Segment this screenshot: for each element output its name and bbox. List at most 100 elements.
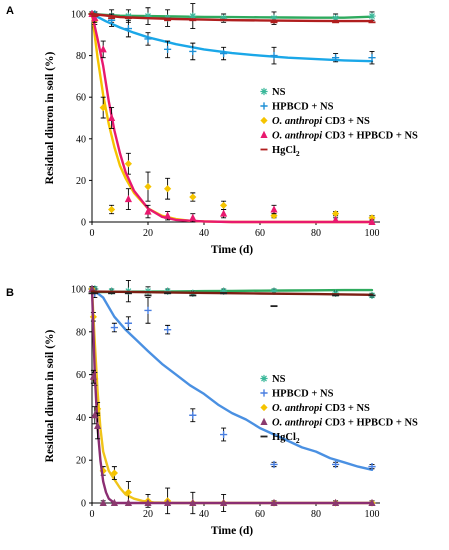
y-tick-label: 40 — [76, 134, 86, 145]
data-point — [124, 498, 132, 506]
series-1 — [88, 285, 376, 471]
data-point — [110, 498, 118, 506]
series-3 — [88, 284, 376, 506]
legend-label: O. anthropi CD3 + HPBCD + NS — [272, 418, 418, 429]
series-fit-line — [90, 12, 374, 63]
series-fit-line — [90, 287, 374, 471]
legend-marker — [260, 374, 268, 383]
series-1 — [88, 10, 376, 65]
x-tick-label: 0 — [90, 509, 95, 520]
legend-marker — [260, 116, 268, 125]
data-point — [220, 201, 228, 209]
series-0 — [88, 3, 376, 30]
data-point — [144, 183, 152, 191]
y-tick-label: 20 — [76, 176, 86, 187]
legend-label-subscript: 2 — [296, 149, 300, 158]
legend-label-rest: CD3 + NS — [325, 116, 370, 127]
legend-marker — [260, 130, 268, 138]
y-tick-label: 60 — [76, 370, 86, 381]
data-point — [110, 323, 118, 332]
y-axis-label: Residual diuron in soil (%) — [44, 51, 56, 184]
data-point — [164, 326, 172, 334]
data-point — [124, 194, 132, 203]
data-point — [332, 460, 340, 469]
panel-label: B — [6, 287, 14, 299]
series-fit-line — [90, 287, 374, 505]
legend-label: O. anthropi CD3 + NS — [272, 403, 370, 414]
data-point — [270, 52, 278, 60]
x-tick-label: 20 — [143, 228, 153, 239]
data-point — [270, 205, 278, 213]
legend-label-text: HgCl — [272, 145, 296, 156]
legend-label: HgCl2 — [272, 432, 300, 445]
legend-label: O. anthropi CD3 + HPBCD + NS — [272, 131, 418, 142]
y-tick-label: 100 — [71, 10, 86, 21]
legend-label-species: O. anthropi — [272, 418, 325, 429]
data-point — [124, 12, 132, 20]
data-point — [270, 460, 278, 469]
y-tick-label: 0 — [81, 218, 86, 229]
data-point — [94, 421, 102, 429]
data-point — [91, 13, 99, 22]
x-tick-label: 60 — [255, 228, 265, 239]
legend-label-subscript: 2 — [296, 436, 300, 445]
legend-label-rest: CD3 + HPBCD + NS — [325, 418, 418, 429]
legend-label-text: HgCl — [272, 432, 296, 443]
x-tick-label: 40 — [199, 509, 209, 520]
data-point — [270, 287, 278, 295]
data-point — [99, 104, 107, 112]
x-tick-label: 0 — [90, 228, 95, 239]
x-tick-label: 80 — [311, 509, 321, 520]
legend-label-species: O. anthropi — [272, 116, 325, 127]
x-tick-label: 80 — [311, 228, 321, 239]
data-point — [332, 14, 340, 22]
x-tick-label: 20 — [143, 509, 153, 520]
data-point — [124, 319, 132, 327]
legend-label: O. anthropi CD3 + NS — [272, 116, 370, 127]
data-point — [144, 498, 152, 506]
legend-marker — [260, 417, 268, 425]
data-point — [88, 284, 96, 292]
series-2 — [88, 285, 376, 515]
x-tick-label: 60 — [255, 509, 265, 520]
series-4 — [88, 12, 376, 24]
legend-marker — [260, 102, 268, 110]
data-point — [189, 213, 197, 221]
legend-label-rest: CD3 + NS — [325, 403, 370, 414]
legend-label: NS — [272, 87, 286, 98]
chart-panel-b: B 0 20 40 60 80 100 0 20 40 60 80 100 Time (d) Residua… — [6, 279, 418, 537]
legend-label-species: O. anthropi — [272, 131, 325, 142]
data-point — [108, 205, 116, 214]
data-point — [220, 287, 228, 295]
data-point — [164, 498, 172, 506]
data-point — [368, 12, 376, 20]
series-fit-line — [90, 290, 374, 296]
data-point — [270, 14, 278, 22]
data-point — [368, 463, 376, 471]
data-point — [108, 113, 116, 121]
data-point — [110, 469, 118, 477]
x-tick-label: 100 — [365, 228, 380, 239]
legend-label: HPBCD + NS — [272, 102, 334, 113]
data-point — [91, 411, 99, 419]
data-point — [270, 498, 278, 506]
data-point — [332, 54, 340, 62]
y-tick-label: 80 — [76, 327, 86, 338]
x-tick-label: 40 — [199, 228, 209, 239]
series-fit-line — [90, 12, 374, 23]
data-point — [164, 185, 172, 193]
data-point — [332, 498, 340, 506]
data-point — [124, 488, 132, 496]
data-point — [220, 498, 228, 506]
legend-label-rest: CD3 + HPBCD + NS — [325, 131, 418, 142]
data-point — [189, 12, 197, 20]
data-point — [124, 24, 132, 33]
data-point — [220, 49, 228, 58]
legend-marker — [260, 403, 268, 412]
series-3 — [88, 9, 376, 225]
data-point — [368, 54, 376, 62]
data-point — [144, 12, 152, 20]
